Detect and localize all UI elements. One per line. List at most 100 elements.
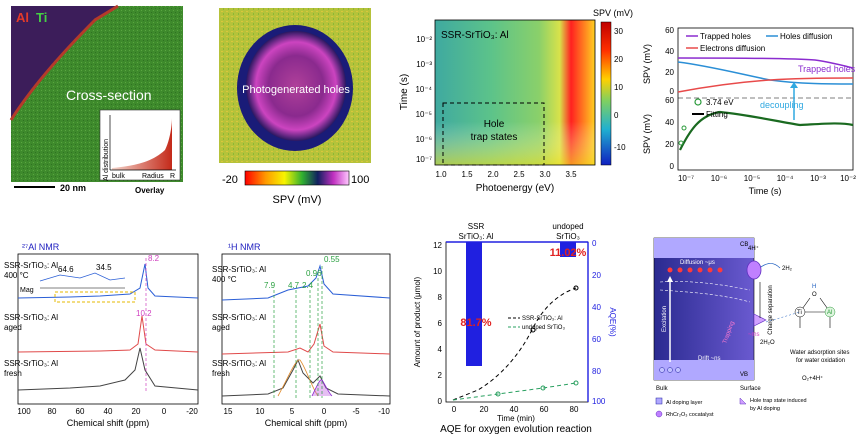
svg-text:10⁻⁵: 10⁻⁵ bbox=[744, 174, 760, 183]
spectrum-cbar-ticks: 30 20 10 0 -10 bbox=[614, 27, 626, 152]
svg-text:80: 80 bbox=[48, 407, 57, 416]
h-nmr-xlabel: Chemical shift (ppm) bbox=[265, 418, 348, 428]
svg-text:60: 60 bbox=[665, 26, 674, 35]
drift-label: Drift ~ns bbox=[698, 356, 721, 362]
spectrum-xticks: 1.0 1.5 2.0 2.5 3.0 3.5 bbox=[435, 170, 577, 179]
panel-al-nmr: ²⁷Al NMR 8.2 10.2 64.6 34.5 Mag SSR-SrTi… bbox=[0, 228, 205, 434]
svg-text:20: 20 bbox=[665, 68, 674, 77]
svg-text:10⁻³: 10⁻³ bbox=[416, 60, 432, 69]
svg-text:10⁻³: 10⁻³ bbox=[810, 174, 826, 183]
spv-map-particle bbox=[246, 31, 346, 141]
scheme-figure: CB VB Diffusion ~μs Excitation Drift ~ns… bbox=[653, 237, 849, 418]
svg-text:20: 20 bbox=[614, 55, 623, 64]
al-s3b: fresh bbox=[4, 369, 22, 378]
svg-text:3.5: 3.5 bbox=[565, 170, 577, 179]
h-s3a: SSR-SrTiO₃: Al bbox=[212, 359, 266, 368]
legend-trap-1: Hole trap state induced bbox=[750, 398, 807, 404]
svg-text:10⁻²: 10⁻² bbox=[840, 174, 856, 183]
aqe-bar-2 bbox=[560, 242, 576, 257]
transient-xlabel: Time (s) bbox=[749, 186, 782, 196]
spectrum-yticks: 10⁻² 10⁻³ 10⁻⁴ 10⁻⁵ 10⁻⁶ 10⁻⁷ bbox=[415, 35, 432, 164]
peak-a: 64.6 bbox=[58, 265, 74, 274]
peak-main: 8.2 bbox=[148, 254, 160, 263]
aqe-yticks: 12 10 8 6 4 2 0 bbox=[433, 241, 442, 406]
cocatalyst bbox=[746, 260, 762, 280]
svg-text:10⁻⁴: 10⁻⁴ bbox=[415, 85, 432, 94]
aqe-legend-2: undoped SrTiO₃ bbox=[522, 325, 565, 331]
hole-trap-box bbox=[442, 102, 545, 166]
al-nmr-frame bbox=[17, 253, 199, 405]
svg-text:-20: -20 bbox=[186, 407, 198, 416]
data-point bbox=[678, 140, 684, 146]
svg-text:H: H bbox=[812, 284, 816, 290]
h-peak-5: 0.55 bbox=[324, 255, 340, 264]
h-spectrum-fresh bbox=[221, 358, 391, 397]
h2-label: 2H₂ bbox=[782, 266, 793, 272]
h-s2a: SSR-SrTiO₃: Al bbox=[212, 313, 266, 322]
al-s3a: SSR-SrTiO₃: Al bbox=[4, 359, 58, 368]
panel-scheme: CB VB Diffusion ~μs Excitation Drift ~ns… bbox=[640, 232, 865, 432]
aqe-bar-1-label: 81.7% bbox=[460, 317, 491, 329]
spv-map-center-label: Photogenerated holes bbox=[242, 84, 350, 96]
mag-label: Mag bbox=[20, 287, 34, 294]
svg-text:5: 5 bbox=[290, 407, 295, 416]
h-nmr-title: ¹H NMR bbox=[228, 242, 261, 252]
svg-text:40: 40 bbox=[665, 47, 674, 56]
diffusion-label: Diffusion ~μs bbox=[680, 260, 715, 266]
legend-trap-2: by Al doping bbox=[750, 406, 780, 412]
h-peak-1: 7.9 bbox=[264, 281, 276, 290]
spv-colorbar-min: -20 bbox=[222, 174, 238, 186]
svg-text:100: 100 bbox=[592, 397, 606, 406]
inset-xlabel: Radius bbox=[142, 173, 164, 180]
panel-h-nmr: ¹H NMR 7.9 4.7 2.4 0.96 0.55 SSR-SrTiO₃:… bbox=[208, 228, 398, 434]
inset-bulk: bulk bbox=[112, 173, 125, 180]
svg-text:0: 0 bbox=[614, 111, 619, 120]
svg-text:8: 8 bbox=[438, 293, 443, 302]
h-s3b: fresh bbox=[212, 369, 230, 378]
svg-text:20: 20 bbox=[592, 271, 601, 280]
al-nmr-figure: ²⁷Al NMR 8.2 10.2 64.6 34.5 Mag SSR-SrTi… bbox=[4, 242, 199, 428]
legend-electrons: Electrons diffusion bbox=[700, 44, 765, 53]
aqe-xlabel: Time (min) bbox=[497, 414, 535, 423]
peak-b: 34.5 bbox=[96, 263, 112, 272]
svg-text:0: 0 bbox=[592, 239, 597, 248]
transient-xticks: 10⁻⁷ 10⁻⁶ 10⁻⁵ 10⁻⁴ 10⁻³ 10⁻² bbox=[678, 174, 856, 183]
svg-text:15: 15 bbox=[224, 407, 233, 416]
svg-text:30: 30 bbox=[614, 27, 623, 36]
curve-electrons-diffusion bbox=[677, 77, 854, 93]
panel-cross-section: Al Ti Cross-section Al distribution Radi… bbox=[0, 0, 195, 200]
al-s2b: aged bbox=[4, 323, 22, 332]
spectrum-ylabel: Time (s) bbox=[399, 74, 410, 110]
spectrum-aged bbox=[17, 315, 199, 353]
adsorption-label-2: for water oxidation bbox=[796, 358, 845, 364]
transient-figure: Trapped holes Holes diffusion Electrons … bbox=[642, 26, 856, 196]
svg-text:6: 6 bbox=[438, 319, 443, 328]
svg-text:-5: -5 bbox=[352, 407, 360, 416]
energy-label: 3.74 eV bbox=[706, 98, 734, 107]
scale-bar-label: 20 nm bbox=[60, 183, 86, 193]
svg-text:10: 10 bbox=[256, 407, 265, 416]
al-edge-layer bbox=[9, 4, 119, 121]
curve-fitting bbox=[679, 110, 854, 151]
spv-colorbar-label: SPV (mV) bbox=[273, 194, 322, 206]
aqe-top-label-2b: SrTiO₃ bbox=[556, 232, 580, 241]
aqe-figure: 81.7% 11.02% SSR-SrTiO₃: Al undoped SrTi… bbox=[413, 222, 617, 435]
svg-text:10⁻²: 10⁻² bbox=[416, 35, 432, 44]
panel-transient: Trapped holes Holes diffusion Electrons … bbox=[640, 0, 865, 205]
aqe-ylabel: Amount of product (μmol) bbox=[413, 276, 422, 367]
legend-diffusion: Holes diffusion bbox=[780, 32, 832, 41]
svg-text:1.5: 1.5 bbox=[461, 170, 473, 179]
al-s2a: SSR-SrTiO₃: Al bbox=[4, 313, 58, 322]
svg-text:40: 40 bbox=[592, 303, 601, 312]
svg-text:10⁻⁷: 10⁻⁷ bbox=[416, 155, 432, 164]
svg-text:Al: Al bbox=[827, 310, 832, 316]
cross-section-figure: Al Ti Cross-section Al distribution Radi… bbox=[9, 4, 183, 195]
svg-text:80: 80 bbox=[570, 405, 579, 414]
svg-text:80: 80 bbox=[592, 367, 601, 376]
svg-text:4: 4 bbox=[438, 345, 443, 354]
aqe-bar-2-label: 11.02% bbox=[550, 247, 587, 259]
svg-text:2.5: 2.5 bbox=[513, 170, 525, 179]
svg-text:40: 40 bbox=[510, 405, 519, 414]
h-spectrum-400c bbox=[221, 264, 391, 301]
vb-label: VB bbox=[740, 372, 748, 378]
